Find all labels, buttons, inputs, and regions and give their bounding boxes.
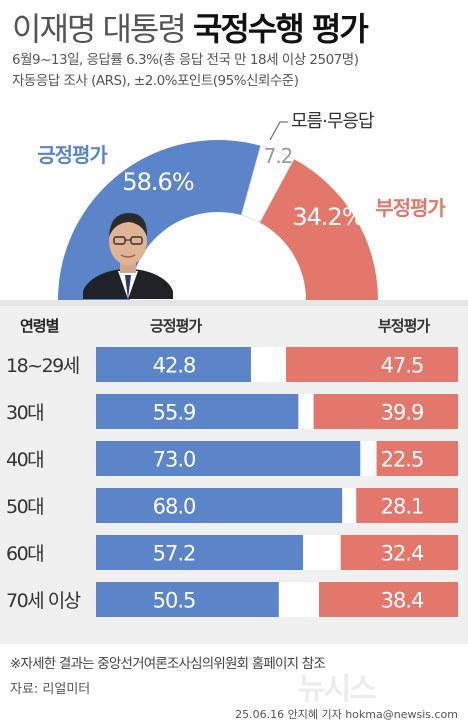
- donut-value-label-negative: 34.2%: [292, 203, 363, 231]
- category-label: 40대: [6, 449, 45, 471]
- bar-positive: [96, 347, 251, 382]
- bar-value-label-positive: 55.9: [153, 401, 196, 425]
- bar-value-label-positive: 73.0: [153, 448, 196, 472]
- bar-negative: [340, 535, 458, 570]
- chart-title: 이재명 대통령 국정수행 평가: [12, 4, 369, 50]
- donut-category-label-unknown: 모름·무응답: [291, 111, 374, 132]
- bar-value-label-negative: 32.4: [381, 542, 424, 566]
- footer-note: ※자세한 결과는 중앙선거여론조사심의위원회 홈페이지 참조: [10, 656, 326, 672]
- bar-value-label-positive: 68.0: [153, 495, 196, 519]
- row-header: 연령별: [20, 317, 59, 335]
- category-label: 18~29세: [6, 355, 80, 377]
- newsis-watermark: 뉴시스: [298, 672, 377, 707]
- bar-value-label-positive: 50.5: [153, 589, 196, 613]
- category-label: 30대: [6, 402, 45, 424]
- category-label: 50대: [6, 496, 45, 518]
- bar-negative: [286, 347, 458, 382]
- donut-value-label-unknown: 7.2: [264, 144, 293, 168]
- bar-negative: [313, 394, 458, 429]
- donut-category-label-positive: 긍정평가: [37, 143, 108, 167]
- bar-positive: [96, 394, 299, 429]
- subtitle-line-1: 6월9~13일, 응답률 6.3%(총 응답 전국 만 18세 이상 2507명…: [12, 52, 359, 68]
- subtitle-line-2: 자동응답 조사 (ARS), ±2.0%포인트(95%신뢰수준): [12, 73, 299, 89]
- bar-negative: [376, 441, 458, 476]
- bar-value-label-negative: 47.5: [381, 354, 424, 378]
- category-label: 60대: [6, 543, 45, 565]
- credit-line: 25.06.16 안지혜 기자 hokma@newsis.com: [235, 708, 458, 721]
- bar-positive: [96, 488, 343, 523]
- legend-positive: 긍정평가: [150, 317, 202, 335]
- bar-positive: [96, 582, 279, 617]
- bar-value-label-positive: 42.8: [153, 354, 196, 378]
- bar-value-label-negative: 39.9: [381, 401, 424, 425]
- age-group-panel: 연령별 긍정평가 부정평가 18~29세 30대 40대 50대 60대 70세…: [0, 306, 468, 644]
- bar-positive: [96, 441, 361, 476]
- section-divider: [0, 300, 468, 306]
- bar-value-label-negative: 28.1: [381, 495, 424, 519]
- source-label: 자료: 리얼미터: [10, 682, 91, 697]
- donut-slice-unknown: [240, 145, 295, 224]
- bar-value-label-positive: 57.2: [153, 542, 196, 566]
- donut-slice-positive: [58, 139, 261, 300]
- donut-category-label-negative: 부정평가: [375, 196, 446, 220]
- unknown-leader-line: [269, 121, 288, 141]
- donut-slice-negative: [259, 159, 378, 300]
- bar-negative: [356, 488, 458, 523]
- title-part-bold: 국정수행 평가: [192, 10, 369, 48]
- legend-negative: 부정평가: [378, 317, 430, 335]
- age-stacked-bar-chart: 42.8 47.5 55.9 39.9 73.0 22.5 68.0 28.1 57.2 32.4…: [96, 347, 458, 617]
- bar-positive: [96, 535, 304, 570]
- bar-negative: [318, 582, 458, 617]
- title-part-light: 이재명 대통령: [12, 10, 187, 48]
- bar-value-label-negative: 22.5: [381, 448, 424, 472]
- president-portrait: [83, 197, 173, 299]
- bar-value-label-negative: 38.4: [381, 589, 424, 613]
- category-label: 70세 이상: [6, 590, 81, 612]
- donut-value-label-positive: 58.6%: [122, 168, 193, 196]
